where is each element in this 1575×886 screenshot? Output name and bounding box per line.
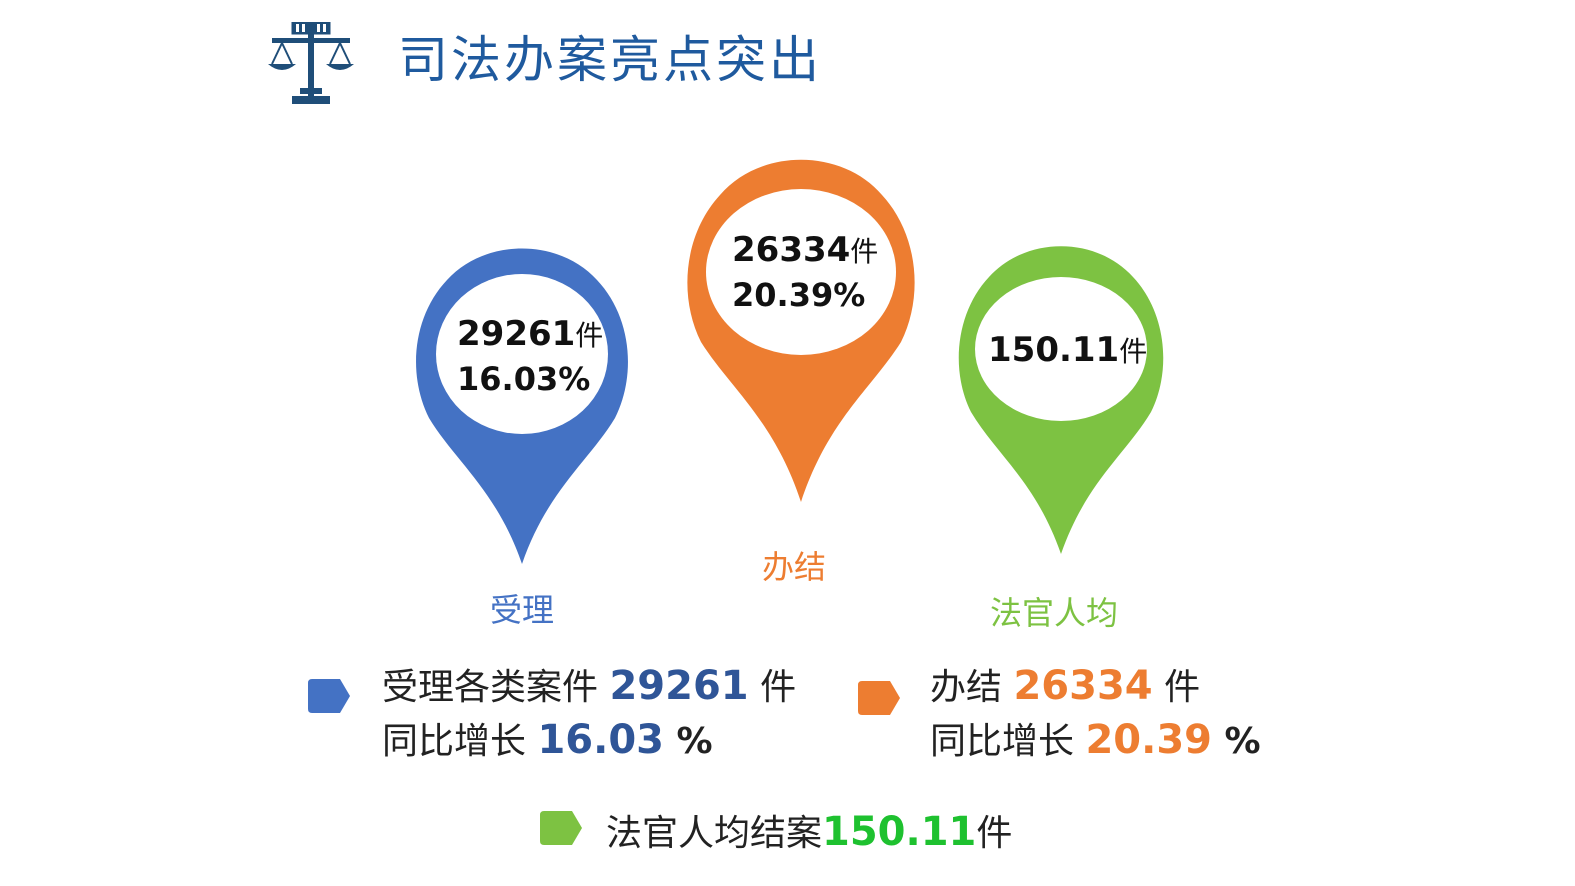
legend-accept-line2: 同比增长 16.03 % [382, 714, 796, 768]
pin-judge-text: 150.11件 [988, 330, 1147, 370]
legend-accept-line2-prefix: 同比增长 [382, 721, 538, 762]
map-pin-icon [687, 159, 915, 502]
legend-closed-value: 26334 [1013, 663, 1153, 709]
pin-closed-value: 26334 [732, 230, 851, 270]
legend-closed-line1-suffix: 件 [1152, 667, 1201, 708]
legend-accept-line1-suffix: 件 [748, 667, 797, 708]
pin-closed-unit: 件 [850, 235, 879, 268]
legend-closed-line2: 同比增长 20.39 % [930, 714, 1261, 768]
legend-closed-line1: 办结 26334 件 [930, 660, 1261, 714]
pin-accept-text: 29261件 16.03% [457, 314, 603, 398]
pin-accept-value: 29261 [457, 314, 576, 354]
legend-closed-line2-prefix: 同比增长 [930, 721, 1086, 762]
pin-closed-text: 26334件 20.39% [732, 230, 878, 314]
legend-accept-line2-suffix: % [663, 721, 713, 762]
pin-closed: 26334件 20.39% [686, 158, 916, 502]
legend-accept: 受理各类案件 29261 件 同比增长 16.03 % [382, 660, 796, 768]
pin-judge-value: 150.11 [988, 330, 1120, 370]
legend-judge-prefix: 法官人均结案 [606, 813, 823, 854]
pin-closed-label: 办结 [762, 548, 827, 586]
map-pin-icon [958, 246, 1164, 554]
legend-closed-line2-suffix: % [1211, 721, 1261, 762]
scales-of-justice-icon [268, 22, 354, 104]
legend-accept-value: 29261 [609, 663, 749, 709]
legend-accept-line1-prefix: 受理各类案件 [382, 667, 610, 708]
legend-closed-line1-prefix: 办结 [930, 667, 1014, 708]
pin-judge: 150.11件 [958, 244, 1164, 554]
legend-closed-percent: 20.39 [1085, 717, 1212, 763]
pin-judge-label: 法官人均 [990, 594, 1119, 632]
legend-judge: 法官人均结案150.11件 [606, 806, 1012, 860]
legend-accept-line1: 受理各类案件 29261 件 [382, 660, 796, 714]
tag-arrow-icon [540, 811, 582, 845]
legend-accept-percent: 16.03 [537, 717, 664, 763]
map-pin-icon [416, 248, 628, 564]
legend-judge-suffix: 件 [976, 813, 1013, 854]
pin-closed-percent: 20.39% [732, 276, 866, 314]
tag-arrow-icon [858, 681, 900, 715]
pin-accept: 29261件 16.03% [415, 246, 629, 564]
page-title: 司法办案亮点突出 [398, 31, 822, 89]
tag-arrow-icon [308, 679, 350, 713]
legend-closed: 办结 26334 件 同比增长 20.39 % [930, 660, 1261, 768]
pin-judge-unit: 件 [1119, 335, 1148, 368]
pin-accept-label: 受理 [490, 591, 555, 629]
pin-accept-unit: 件 [575, 319, 604, 352]
pin-accept-percent: 16.03% [457, 360, 591, 398]
legend-judge-value: 150.11 [822, 809, 977, 855]
